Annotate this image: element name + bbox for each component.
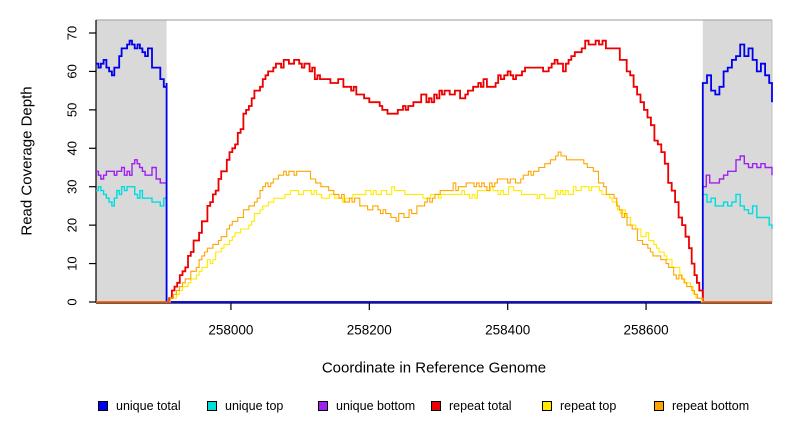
series-line-unique-top bbox=[96, 186, 773, 303]
legend-item-repeat-total: repeat total bbox=[431, 396, 512, 416]
legend-item-repeat-top: repeat top bbox=[542, 396, 616, 416]
y-tick-label: 30 bbox=[65, 179, 80, 193]
series-line-unique-total bbox=[96, 39, 773, 303]
x-axis-title: Coordinate in Reference Genome bbox=[321, 359, 547, 377]
legend-swatch-icon bbox=[542, 401, 552, 411]
legend-label: unique top bbox=[225, 399, 284, 413]
y-axis-title: Read Coverage Depth bbox=[18, 86, 36, 236]
legend-item-unique-total: unique total bbox=[98, 396, 181, 416]
legend-swatch-icon bbox=[431, 401, 441, 411]
legend-swatch-icon bbox=[318, 401, 328, 411]
y-tick-label: 20 bbox=[65, 218, 80, 232]
legend-swatch-icon bbox=[654, 401, 664, 411]
legend: unique total unique top unique bottom repea… bbox=[0, 396, 792, 418]
legend-label: repeat total bbox=[449, 399, 512, 413]
legend-label: repeat bottom bbox=[672, 399, 750, 413]
series-line-repeat-top bbox=[96, 186, 772, 303]
y-tick-label: 40 bbox=[65, 141, 80, 155]
shaded-region-right-flank bbox=[702, 20, 772, 302]
y-tick-label: 10 bbox=[65, 256, 80, 270]
legend-item-unique-top: unique top bbox=[207, 396, 283, 416]
legend-swatch-icon bbox=[207, 401, 217, 411]
series-line-repeat-bottom bbox=[96, 151, 772, 303]
y-tick-label: 70 bbox=[65, 26, 80, 40]
y-tick-label: 0 bbox=[65, 298, 80, 305]
legend-label: unique bottom bbox=[336, 399, 416, 413]
y-tick-label: 50 bbox=[65, 103, 80, 117]
x-tick-label: 258400 bbox=[485, 323, 530, 338]
series-line-unique-bottom bbox=[96, 155, 773, 303]
x-tick-label: 258200 bbox=[347, 323, 392, 338]
legend-swatch-icon bbox=[98, 401, 108, 411]
y-tick-label: 60 bbox=[65, 64, 80, 78]
legend-label: repeat top bbox=[560, 399, 617, 413]
legend-label: unique total bbox=[116, 399, 181, 413]
x-tick-label: 258000 bbox=[208, 323, 253, 338]
x-tick-label: 258600 bbox=[624, 323, 669, 338]
series-line-repeat-total bbox=[96, 39, 772, 303]
legend-item-unique-bottom: unique bottom bbox=[318, 396, 415, 416]
legend-item-repeat-bottom: repeat bottom bbox=[654, 396, 749, 416]
